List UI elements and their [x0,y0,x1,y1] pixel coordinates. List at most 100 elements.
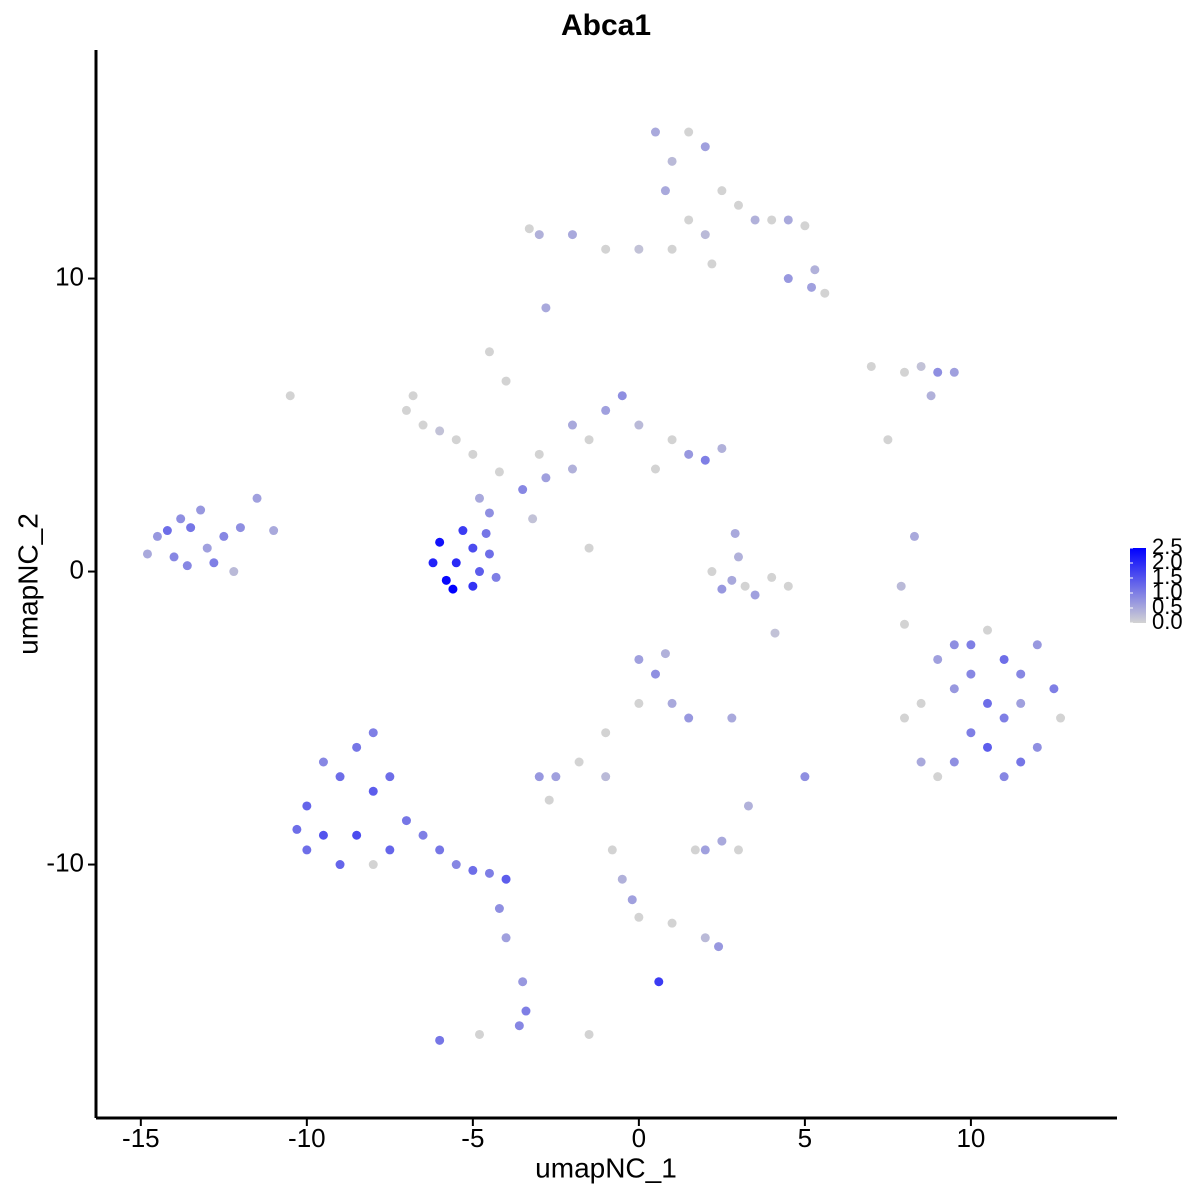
point [667,698,677,708]
point [169,552,179,562]
point [750,215,760,225]
point [667,435,677,445]
point [660,186,670,196]
point [501,376,511,386]
point [176,514,186,524]
point [866,361,876,371]
x-tick-label: 5 [798,1123,812,1153]
point [1032,640,1042,650]
colorbar-label: 0.5 [1152,594,1183,619]
point [458,526,468,536]
point [634,244,644,254]
point [909,531,919,541]
point [684,215,694,225]
point [335,860,345,870]
point [807,282,817,292]
x-axis-label: umapNC_1 [535,1152,677,1183]
point [186,523,196,533]
point [302,801,312,811]
point [335,772,345,782]
point [401,405,411,415]
point [501,874,511,884]
point [820,288,830,298]
point [474,567,484,577]
point [518,485,528,495]
point [667,918,677,928]
point [617,391,627,401]
point [202,543,212,553]
point [727,713,737,723]
point [810,265,820,275]
point [584,435,594,445]
point [514,1021,524,1031]
colorbar-label: 1.5 [1152,564,1183,589]
point [534,230,544,240]
point [601,728,611,738]
point [634,654,644,664]
point [733,200,743,210]
point [783,581,793,591]
point [524,224,534,234]
point [727,575,737,585]
point [551,772,561,782]
point [451,558,461,568]
point [541,473,551,483]
point [700,933,710,943]
point [700,230,710,240]
point [229,567,239,577]
point [292,824,302,834]
point [1049,684,1059,694]
point [574,757,584,767]
point [484,549,494,559]
point [368,728,378,738]
point [182,561,192,571]
point [352,742,362,752]
point [717,443,727,453]
point [983,698,993,708]
point [494,904,504,914]
colorbar-label: 2.5 [1152,534,1183,559]
point [501,933,511,943]
point [209,558,219,568]
point [899,713,909,723]
point [162,526,172,536]
point [584,1029,594,1039]
point [448,584,458,594]
point [494,467,504,477]
point [999,654,1009,664]
point [700,845,710,855]
point [999,772,1009,782]
colorbar-label: 0.0 [1152,609,1183,634]
y-tick-label: 10 [55,261,84,291]
point [650,127,660,137]
point [770,628,780,638]
point [654,977,664,987]
point [385,845,395,855]
point [949,684,959,694]
point [484,868,494,878]
point [468,865,478,875]
point [684,449,694,459]
point [650,669,660,679]
point [743,801,753,811]
point [717,836,727,846]
colorbar [1130,548,1146,623]
point [468,449,478,459]
point [966,728,976,738]
point [667,244,677,254]
point [1056,713,1066,723]
point [634,698,644,708]
x-tick-label: -10 [288,1123,326,1153]
point [949,640,959,650]
point [601,405,611,415]
point [717,584,727,594]
point [541,303,551,313]
point [700,142,710,152]
point [1016,698,1026,708]
point [418,830,428,840]
point [690,845,700,855]
point [660,649,670,659]
point [684,713,694,723]
x-tick-label: -15 [122,1123,160,1153]
